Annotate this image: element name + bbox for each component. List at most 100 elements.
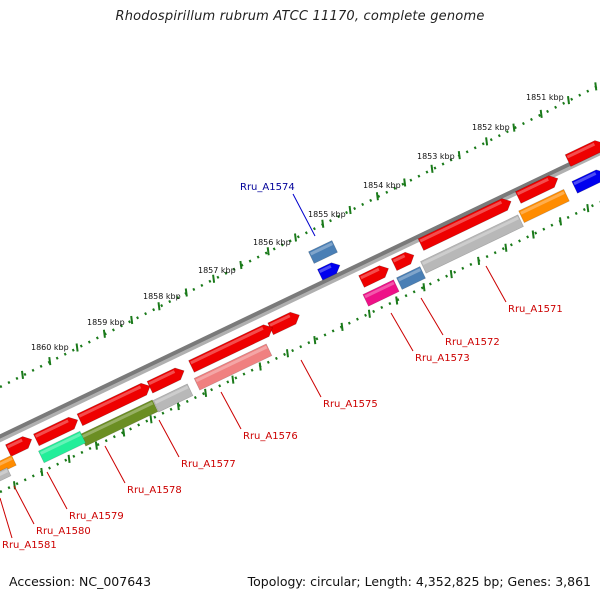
map-title: Rhodospirillum rubrum ATCC 11170, comple… (115, 9, 485, 24)
gene-label: Rru_A1580 (36, 526, 91, 537)
kbp-tick-labels: 1851 kbp 1852 kbp 1853 kbp 1854 kbp 1855 kbp… (31, 93, 564, 352)
outer-tick (594, 82, 598, 91)
inner-tick (367, 309, 371, 318)
accession-text: Accession: NC_007643 (9, 574, 152, 589)
inner-tick (286, 349, 289, 358)
gene-label: Rru_A1581 (2, 540, 57, 551)
kbp-tick-label: 1854 kbp (363, 181, 401, 190)
gene-box (38, 430, 86, 464)
gene-labels: Rru_A1571 Rru_A1572 Rru_A1573 Rru_A1574 Rru_… (2, 182, 563, 551)
gene-box (396, 266, 426, 290)
gene-label: Rru_A1571 (508, 304, 563, 315)
leader-line (46, 471, 68, 510)
gene-box (362, 279, 400, 307)
outer-tick (157, 302, 161, 311)
kbp-tick-label: 1858 kbp (143, 292, 181, 301)
gene-box (193, 343, 273, 391)
inner-tick (395, 296, 399, 305)
gene-arrow (317, 262, 341, 281)
gene-box (420, 214, 524, 274)
inner-tick (176, 401, 180, 411)
outer-tick (321, 219, 325, 228)
gene-box (0, 467, 12, 485)
outer-tick (48, 357, 52, 366)
inner-tick (122, 428, 126, 437)
label-leader-lines (0, 193, 507, 539)
genome-summary-text: Topology: circular; Length: 4,352,825 bp… (247, 574, 591, 589)
inner-tick (67, 454, 71, 463)
leader-line (390, 312, 414, 352)
outer-tick (348, 205, 352, 215)
leader-line (158, 419, 180, 458)
leader-line (104, 445, 126, 484)
leader-line (13, 485, 35, 525)
gene-arrow (267, 311, 300, 336)
outer-tick (21, 370, 24, 380)
kbp-tick-label: 1860 kbp (31, 343, 69, 352)
inner-tick (258, 362, 262, 371)
outer-tick (294, 233, 297, 242)
inner-tick (204, 388, 208, 397)
outer-tick (539, 109, 543, 118)
inner-tick (231, 375, 235, 384)
gene-arrow (514, 175, 559, 204)
outer-tick (512, 123, 516, 132)
leader-line (0, 497, 13, 539)
outer-scale-dots (0, 83, 600, 389)
inner-tick (531, 230, 535, 239)
kbp-tick-label: 1857 kbp (198, 266, 236, 275)
gene-arrow (571, 169, 600, 194)
inner-tick (477, 256, 481, 266)
gene-label: Rru_A1575 (323, 399, 378, 410)
gene-features (0, 140, 600, 485)
inner-tick (559, 217, 562, 226)
kbp-tick-label: 1859 kbp (87, 318, 125, 327)
outer-tick (184, 288, 188, 297)
inner-tick (586, 204, 590, 213)
outer-tick (102, 329, 106, 338)
inner-tick (40, 467, 44, 477)
outer-tick (75, 343, 79, 352)
inner-major-ticks (13, 204, 590, 490)
outer-tick (567, 95, 570, 105)
outer-tick (266, 247, 270, 256)
outer-major-ticks (21, 82, 598, 380)
inner-tick (149, 415, 153, 424)
outer-tick (375, 192, 379, 201)
inner-tick (449, 269, 453, 279)
inner-scale-dots (0, 200, 600, 494)
gene-arrow (146, 367, 185, 394)
kbp-tick-label: 1855 kbp (308, 210, 346, 219)
leader-line (420, 297, 444, 336)
gene-arrow (76, 382, 151, 427)
inner-tick (504, 243, 508, 252)
outer-tick (430, 164, 434, 173)
gene-arrow (188, 324, 273, 373)
gene-label: Rru_A1578 (127, 485, 182, 496)
leader-line (485, 265, 507, 303)
leader-line (300, 359, 322, 398)
kbp-tick-label: 1856 kbp (253, 238, 291, 247)
gene-label: Rru_A1572 (445, 337, 500, 348)
inner-tick (340, 322, 344, 332)
gene-arrow (564, 140, 600, 167)
kbp-tick-label: 1852 kbp (472, 123, 510, 132)
gene-label: Rru_A1573 (415, 353, 470, 364)
outer-tick (212, 274, 216, 283)
outer-tick (403, 178, 407, 187)
gene-box (518, 188, 570, 224)
backbone (0, 147, 600, 439)
outer-tick (239, 260, 243, 270)
gene-arrow (390, 251, 415, 272)
kbp-tick-label: 1851 kbp (526, 93, 564, 102)
gene-label: Rru_A1577 (181, 459, 236, 470)
inner-tick (94, 441, 98, 450)
leader-line (220, 391, 242, 430)
gene-box (152, 383, 194, 413)
leader-line (292, 193, 316, 237)
inner-tick (313, 335, 317, 345)
gene-arrow (417, 198, 512, 251)
outer-tick (130, 315, 134, 325)
inner-tick (422, 283, 426, 292)
